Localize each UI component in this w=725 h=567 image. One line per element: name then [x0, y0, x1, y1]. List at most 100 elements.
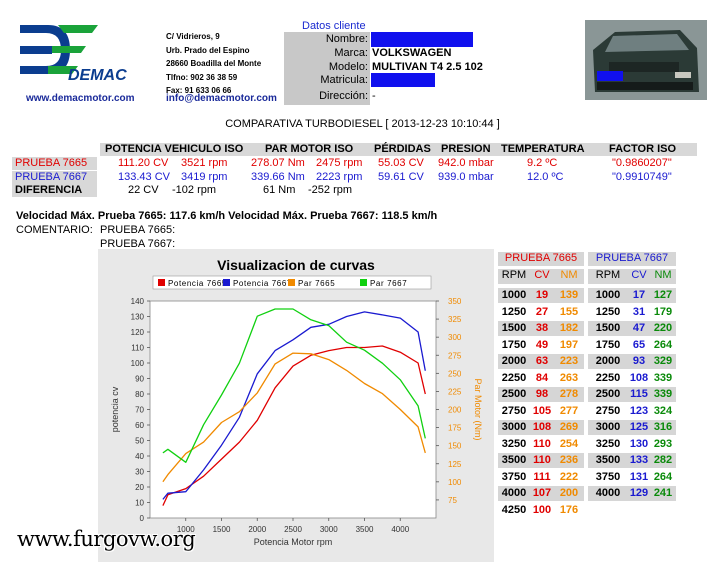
cell-nm-rpm: -252 rpm [308, 184, 353, 196]
rpm-cell: 4000 [595, 487, 621, 499]
legend-label: Potencia 7665 [168, 279, 227, 288]
row-name-7667: PRUEBA 7667 [15, 171, 88, 183]
cv-cell: 98 [535, 388, 549, 400]
email-link[interactable]: info@demacmotor.com [166, 93, 277, 104]
row-bg [588, 486, 676, 501]
address-line: Fax: 91 633 06 66 [166, 86, 232, 95]
nm-cell: 269 [559, 421, 579, 433]
client-data-title: Datos cliente [302, 20, 366, 32]
cell-cv-rpm: 3419 rpm [181, 171, 228, 183]
col-potencia: POTENCIA VEHICULO ISO [105, 143, 244, 155]
y-tick-label: 90 [135, 375, 144, 384]
rpm-cell: 2000 [595, 355, 621, 367]
cell-cv: 133.43 CV [118, 171, 170, 183]
cell-presion: 939.0 mbar [438, 171, 494, 183]
row-bg [588, 453, 676, 468]
nm-cell: 329 [653, 355, 673, 367]
cv-cell: 125 [629, 421, 649, 433]
nm-cell: 316 [653, 421, 673, 433]
cell-nm: 278.07 Nm [251, 157, 305, 169]
x-axis-label: Potencia Motor rpm [254, 537, 333, 547]
website-link[interactable]: www.demacmotor.com [26, 93, 135, 104]
rpm-cell: 1000 [595, 289, 621, 301]
col-perdidas: PÉRDIDAS [374, 143, 431, 155]
cell-perdidas: 59.61 CV [378, 171, 424, 183]
col-par: PAR MOTOR ISO [265, 143, 354, 155]
cell-temp: 12.0 ºC [527, 171, 564, 183]
header-row-bg [588, 269, 676, 284]
cv-cell: 108 [629, 371, 649, 384]
table-title-7665: PRUEBA 7665 [498, 252, 584, 266]
y2-tick-label: 300 [448, 333, 462, 342]
cv-cell: 110 [533, 454, 551, 466]
y-tick-label: 80 [135, 390, 144, 399]
cv-cell: 84 [535, 371, 549, 384]
curves-chart: Visualizacion de curvas Potencia 7665 Pote… [110, 257, 483, 547]
y-axis-label: potencia cv [110, 386, 120, 432]
nm-cell: 200 [559, 487, 579, 499]
cv-cell: 31 [632, 305, 646, 318]
col-header: CV [631, 269, 647, 281]
y-tick-label: 50 [135, 437, 144, 446]
x-tick-label: 1500 [213, 525, 231, 534]
nm-cell: 264 [653, 338, 673, 351]
cell-factor: "0.9860207" [612, 157, 672, 169]
comentario-p2: PRUEBA 7667: [100, 238, 176, 250]
value-modelo: MULTIVAN T4 2.5 102 [372, 61, 483, 73]
row-bg [588, 288, 676, 303]
cv-cell: 17 [632, 289, 646, 301]
client-labels-panel [284, 32, 370, 105]
y-tick-label: 100 [131, 359, 145, 368]
cv-cell: 108 [532, 421, 552, 433]
series-line-potencia-7665 [162, 345, 426, 506]
row-label-bg [12, 171, 97, 184]
velocidad-maxima: Velocidad Máx. Prueba 7665: 117.6 km/h V… [16, 210, 438, 222]
legend-swatch [223, 279, 230, 286]
rpm-cell: 3000 [501, 421, 527, 433]
row-bg [498, 288, 584, 303]
col-header: RPM [595, 269, 621, 281]
y2-tick-label: 125 [448, 460, 462, 469]
watermark: www.furgovw.org [17, 527, 196, 551]
row-bg [498, 420, 584, 435]
nm-cell: 254 [559, 437, 579, 450]
cv-cell: 19 [535, 289, 549, 301]
report-title: COMPARATIVA TURBODIESEL [ 2013-12-23 10:… [225, 118, 500, 130]
cv-cell: 49 [535, 338, 549, 351]
legend-label: Potencia 7667 [233, 279, 292, 288]
row-bg [498, 453, 584, 468]
rpm-cell: 1000 [501, 289, 527, 301]
rpm-cell: 1250 [595, 305, 621, 318]
x-tick-label: 2500 [284, 525, 302, 534]
y2-tick-label: 100 [448, 478, 462, 487]
chart-panel: Visualizacion de curvas Potencia 7665 Pote… [98, 249, 494, 562]
y2-tick-label: 150 [448, 442, 462, 451]
value-direccion: - [372, 90, 376, 102]
rpm-cell: 1500 [595, 322, 621, 334]
cell-cv: 111.20 CV [118, 157, 169, 169]
table-title-7667: PRUEBA 7667 [588, 252, 676, 266]
header-row-bg [498, 269, 584, 284]
y-tick-label: 60 [135, 421, 144, 430]
cell-cv-rpm: 3521 rpm [181, 157, 228, 169]
company-address: C/ Vidrieros, 9 Urb. Prado del Espino 28… [166, 30, 261, 98]
row-label-bg [12, 184, 97, 197]
cv-cell: 63 [535, 355, 549, 367]
y-tick-label: 130 [131, 313, 145, 322]
y2-tick-label: 350 [448, 297, 462, 306]
cv-cell: 93 [632, 355, 646, 367]
rpm-cell: 3750 [501, 470, 527, 483]
y-tick-label: 140 [131, 297, 145, 306]
col-presion: PRESION [441, 143, 491, 155]
nm-cell: 339 [653, 371, 673, 384]
row-bg [498, 486, 584, 501]
nm-cell: 223 [559, 355, 579, 367]
rpm-cell: 2750 [595, 404, 621, 417]
nm-cell: 264 [653, 470, 673, 483]
rpm-cell: 1500 [501, 322, 527, 334]
cv-cell: 130 [629, 437, 649, 450]
nm-cell: 277 [559, 404, 579, 417]
cell-temp: 9.2 ºC [527, 157, 558, 169]
x-tick-label: 3000 [320, 525, 338, 534]
comentario-p1: PRUEBA 7665: [100, 224, 176, 236]
